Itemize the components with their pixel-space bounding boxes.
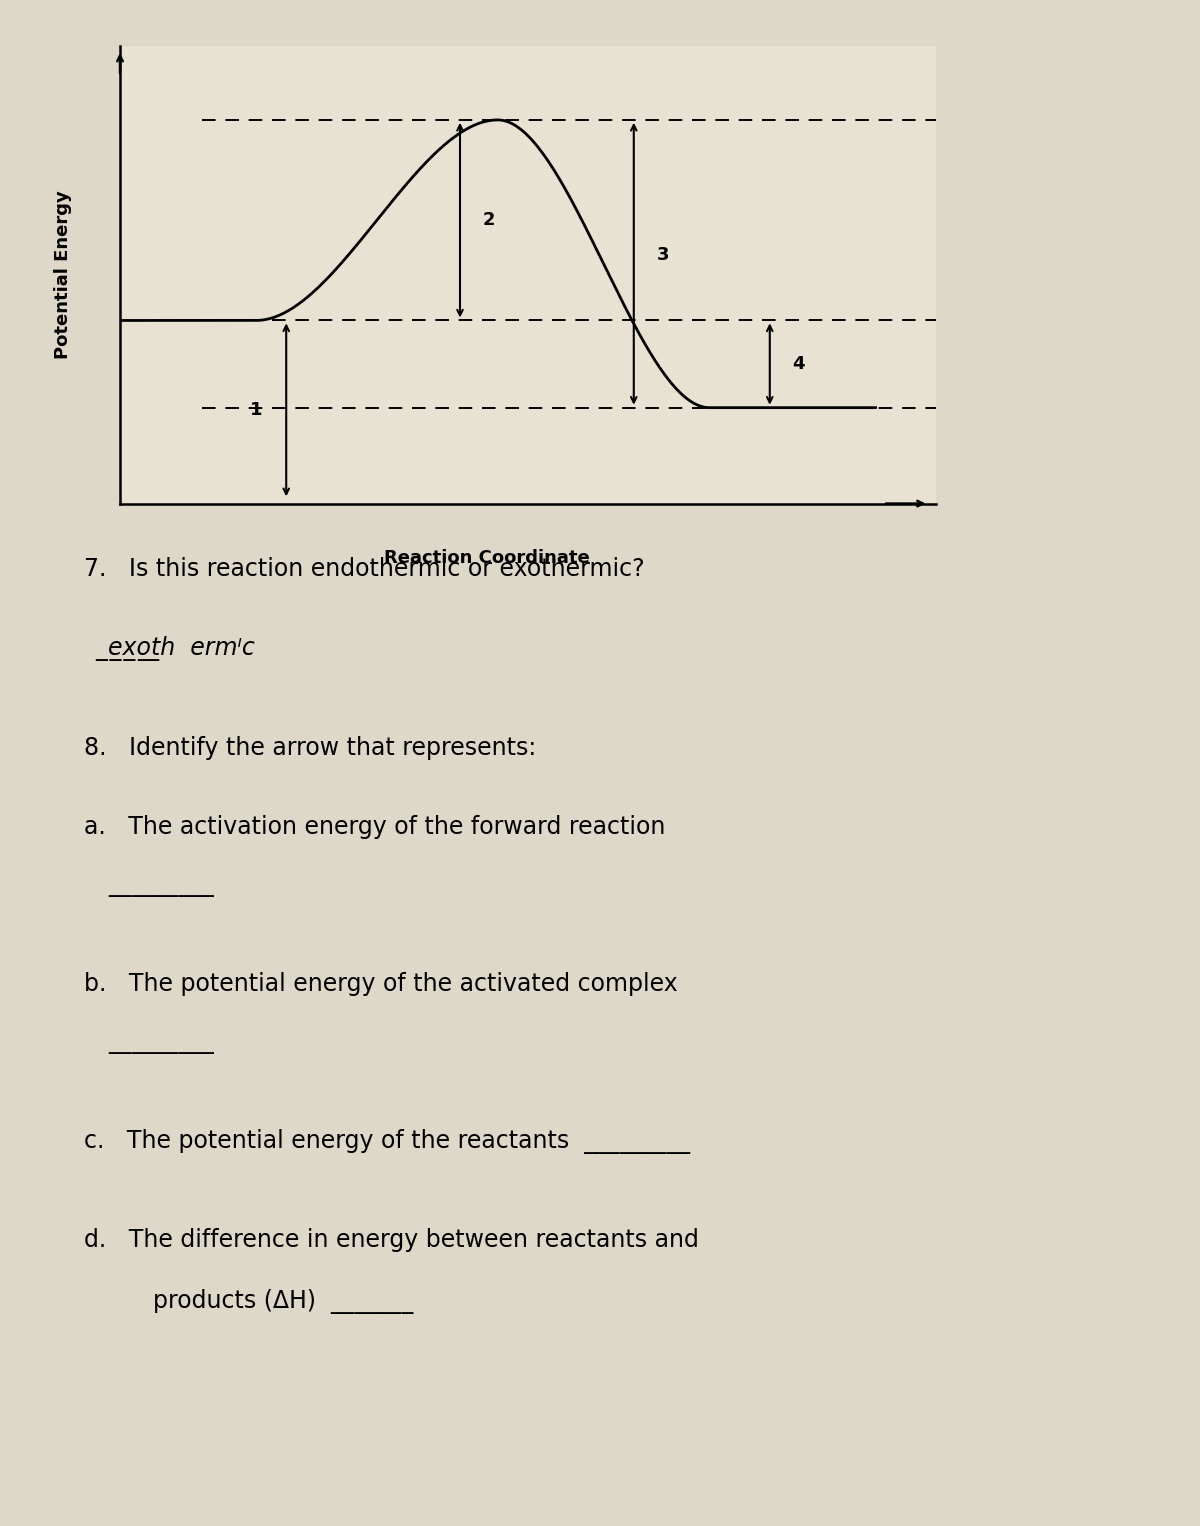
Text: _________: _________: [108, 873, 214, 897]
Text: 8.   Identify the arrow that represents:: 8. Identify the arrow that represents:: [84, 736, 536, 760]
Text: ̲e̲x̲o̲t̲h  ermᴵc: ̲e̲x̲o̲t̲h ermᴵc: [108, 636, 254, 661]
Text: b.   The potential energy of the activated complex: b. The potential energy of the activated…: [84, 972, 678, 996]
Text: 7.   Is this reaction endothermic or exothermic?: 7. Is this reaction endothermic or exoth…: [84, 557, 644, 581]
Text: Reaction Coordinate: Reaction Coordinate: [384, 549, 590, 568]
Text: 1: 1: [250, 401, 263, 418]
Text: 2: 2: [482, 211, 496, 229]
Text: d.   The difference in energy between reactants and: d. The difference in energy between reac…: [84, 1228, 698, 1253]
Text: a.   The activation energy of the forward reaction: a. The activation energy of the forward …: [84, 815, 665, 839]
Text: Potential Energy: Potential Energy: [54, 191, 72, 359]
Text: c.   The potential energy of the reactants  _________: c. The potential energy of the reactants…: [84, 1129, 690, 1154]
Text: 3: 3: [656, 246, 668, 264]
Text: _________: _________: [108, 1030, 214, 1054]
Text: products (ΔH)  _______: products (ΔH) _______: [108, 1289, 413, 1314]
Text: 4: 4: [792, 356, 805, 372]
